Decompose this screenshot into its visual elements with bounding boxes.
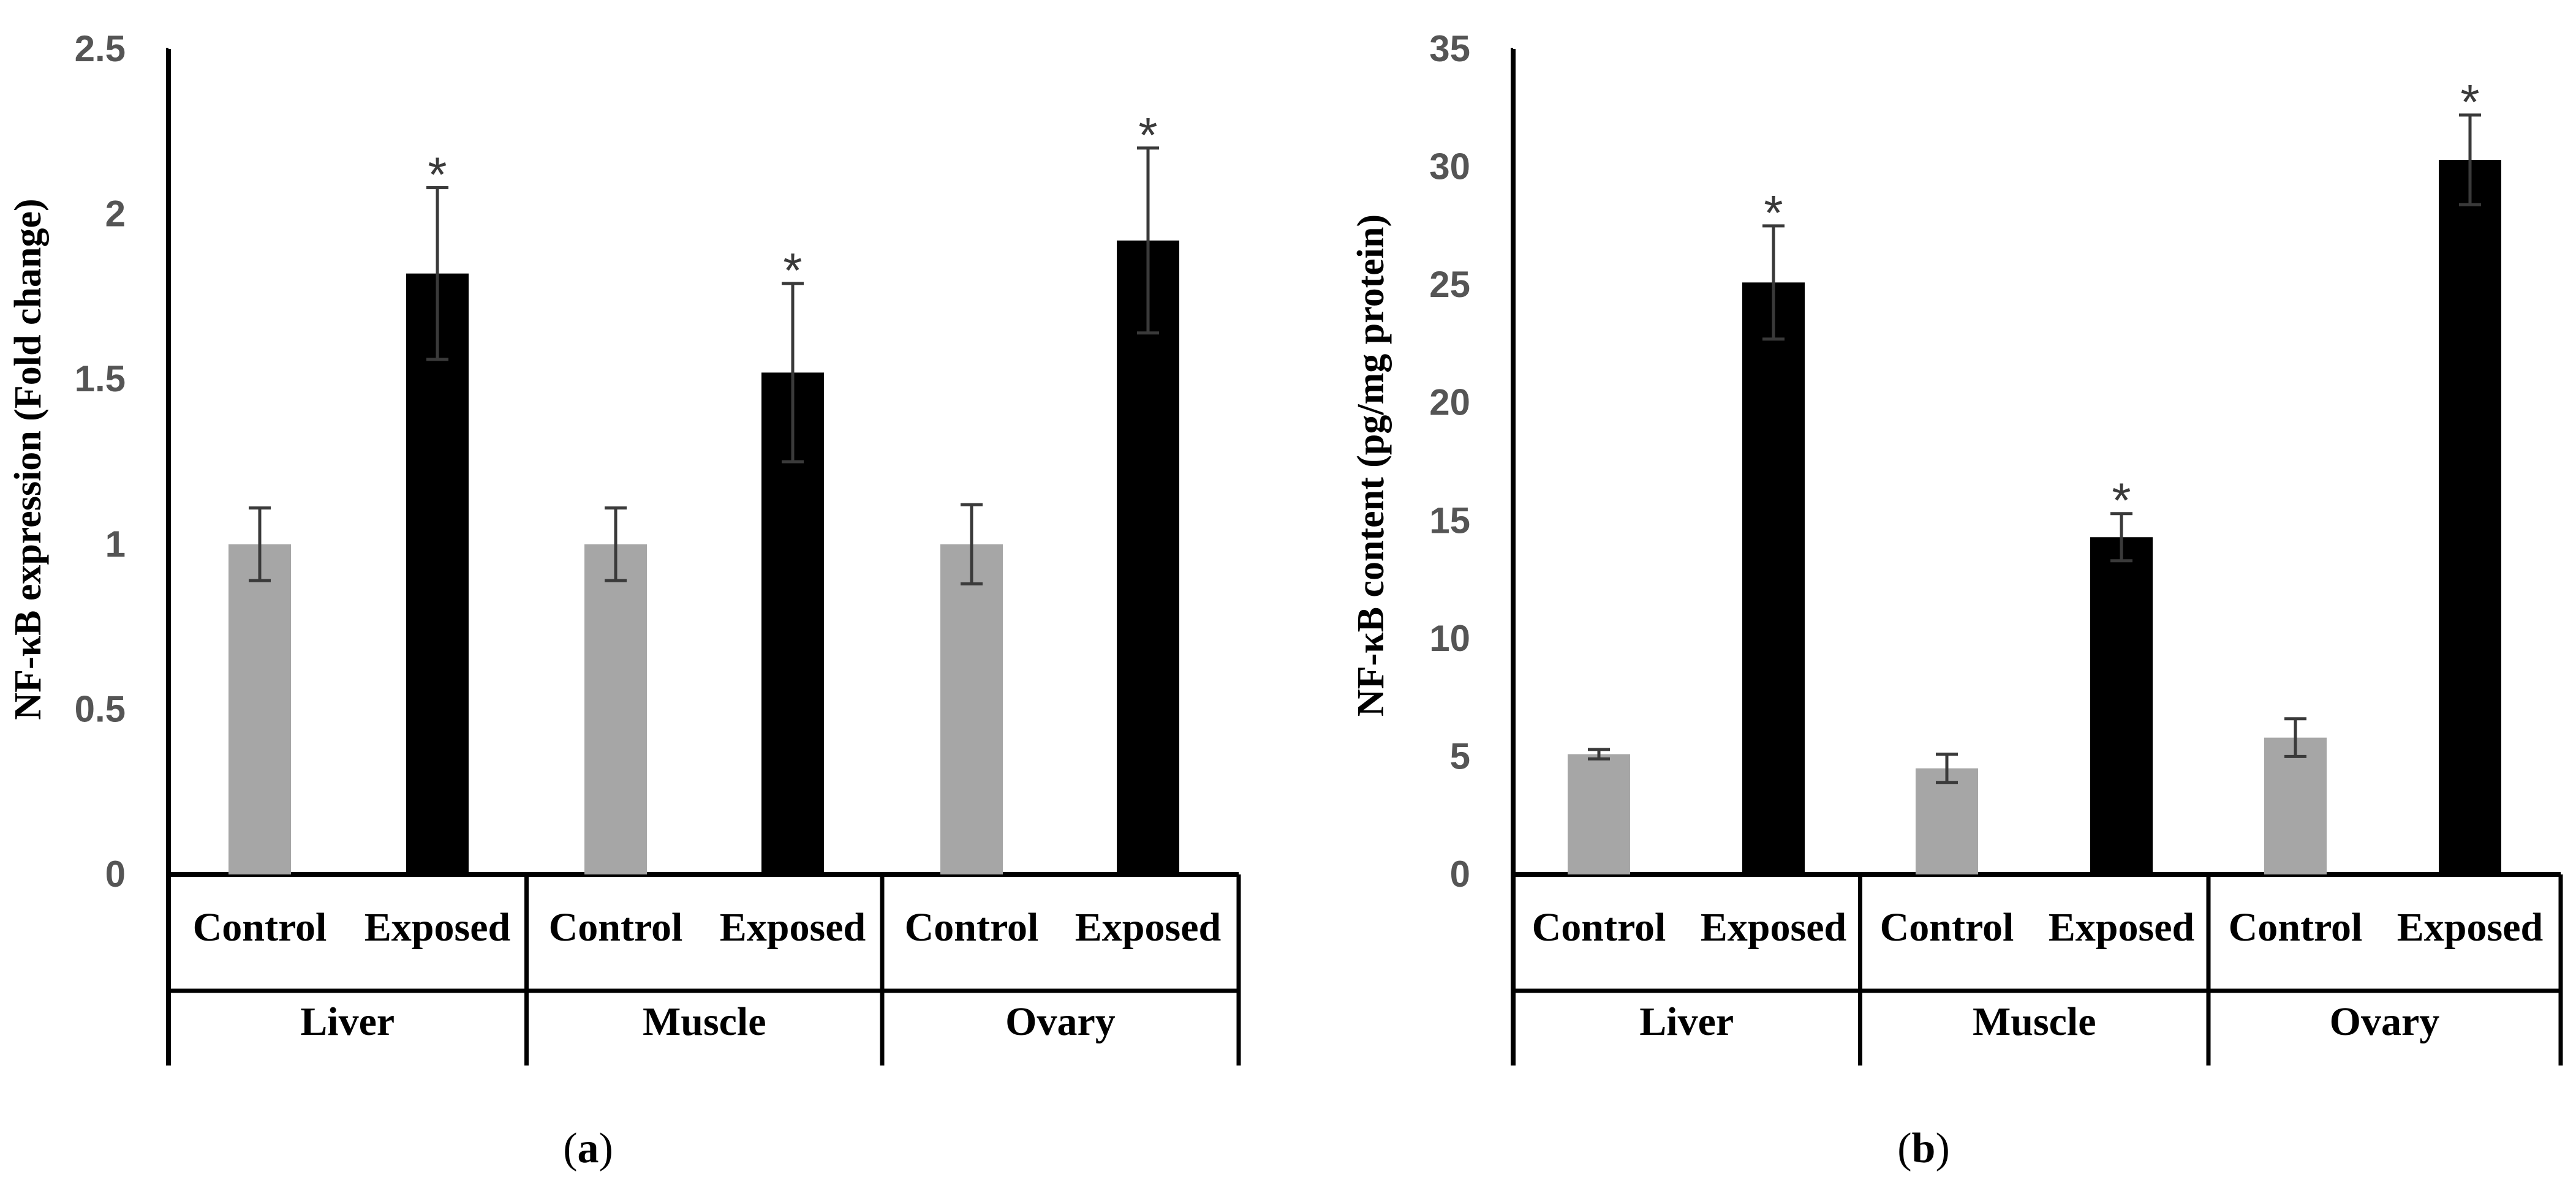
bar-control-ovary <box>940 544 1003 874</box>
chart-b: 0 5 10 15 20 25 30 35 NF-κB content (pg/mg prote… <box>1350 28 2563 1172</box>
y-tick-label: 25 <box>1429 264 1470 305</box>
y-tick-label: 35 <box>1429 28 1470 69</box>
group-label: Ovary <box>1005 999 1116 1044</box>
significance-star: * <box>428 147 447 201</box>
subcategory-label: Control <box>193 905 327 950</box>
panel-caption: (a) <box>563 1125 613 1172</box>
y-axis-title: NF-κB content (pg/mg protein) <box>1350 214 1392 716</box>
y-tick-label: 2.5 <box>75 28 126 69</box>
significance-star: * <box>1764 186 1783 240</box>
bar-exposed-ovary <box>1117 240 1179 875</box>
significance-star: * <box>783 243 802 298</box>
y-tick-label: 0 <box>105 854 126 895</box>
y-tick-label: 10 <box>1429 618 1470 659</box>
significance-star: * <box>2460 75 2479 129</box>
y-tick-label: 1.5 <box>75 358 126 399</box>
bar-exposed-liver <box>406 273 469 874</box>
y-tick-label: 0.5 <box>75 688 126 729</box>
bar-exposed-ovary <box>2439 160 2501 875</box>
y-tick-label: 5 <box>1450 735 1470 776</box>
y-tick-label: 15 <box>1429 500 1470 541</box>
bar-exposed-muscle <box>2090 537 2153 874</box>
y-tick-label: 1 <box>105 524 126 565</box>
significance-star: * <box>2112 473 2131 528</box>
y-tick-label: 30 <box>1429 146 1470 187</box>
subcategory-label: Control <box>1880 905 2014 950</box>
subcategory-label: Control <box>1532 905 1666 950</box>
group-label: Liver <box>1639 999 1734 1044</box>
bar-exposed-liver <box>1742 282 1805 874</box>
y-tick-label: 20 <box>1429 382 1470 423</box>
group-label: Muscle <box>643 999 766 1044</box>
y-tick-label: 0 <box>1450 854 1470 895</box>
bar-control-ovary <box>2264 737 2327 874</box>
subcategory-label: Exposed <box>2397 905 2543 950</box>
panel-label: b <box>1912 1125 1936 1172</box>
group-label: Liver <box>300 999 395 1044</box>
subcategory-label: Control <box>549 905 683 950</box>
subcategory-label: Exposed <box>2049 905 2194 950</box>
bar-control-muscle <box>584 544 647 874</box>
bar-control-liver <box>229 544 291 874</box>
subcategory-label: Control <box>905 905 1039 950</box>
significance-star: * <box>1138 108 1157 162</box>
bar-control-liver <box>1568 754 1630 874</box>
subcategory-label: Exposed <box>1701 905 1846 950</box>
panel-label: a <box>578 1125 599 1172</box>
subcategory-label: Control <box>2229 905 2363 950</box>
subcategory-label: Exposed <box>720 905 866 950</box>
subcategory-label: Exposed <box>1075 905 1221 950</box>
chart-a: 0 0.5 1 1.5 2 2.5 NF-κB expression (Fold chang… <box>7 28 1241 1172</box>
y-tick-label: 2 <box>105 194 126 235</box>
subcategory-label: Exposed <box>364 905 510 950</box>
group-label: Ovary <box>2330 999 2440 1044</box>
panel-caption: (b) <box>1897 1125 1950 1172</box>
group-label: Muscle <box>1973 999 2096 1044</box>
bar-control-muscle <box>1916 768 1978 874</box>
y-axis-title: NF-κB expression (Fold change) <box>7 198 49 720</box>
